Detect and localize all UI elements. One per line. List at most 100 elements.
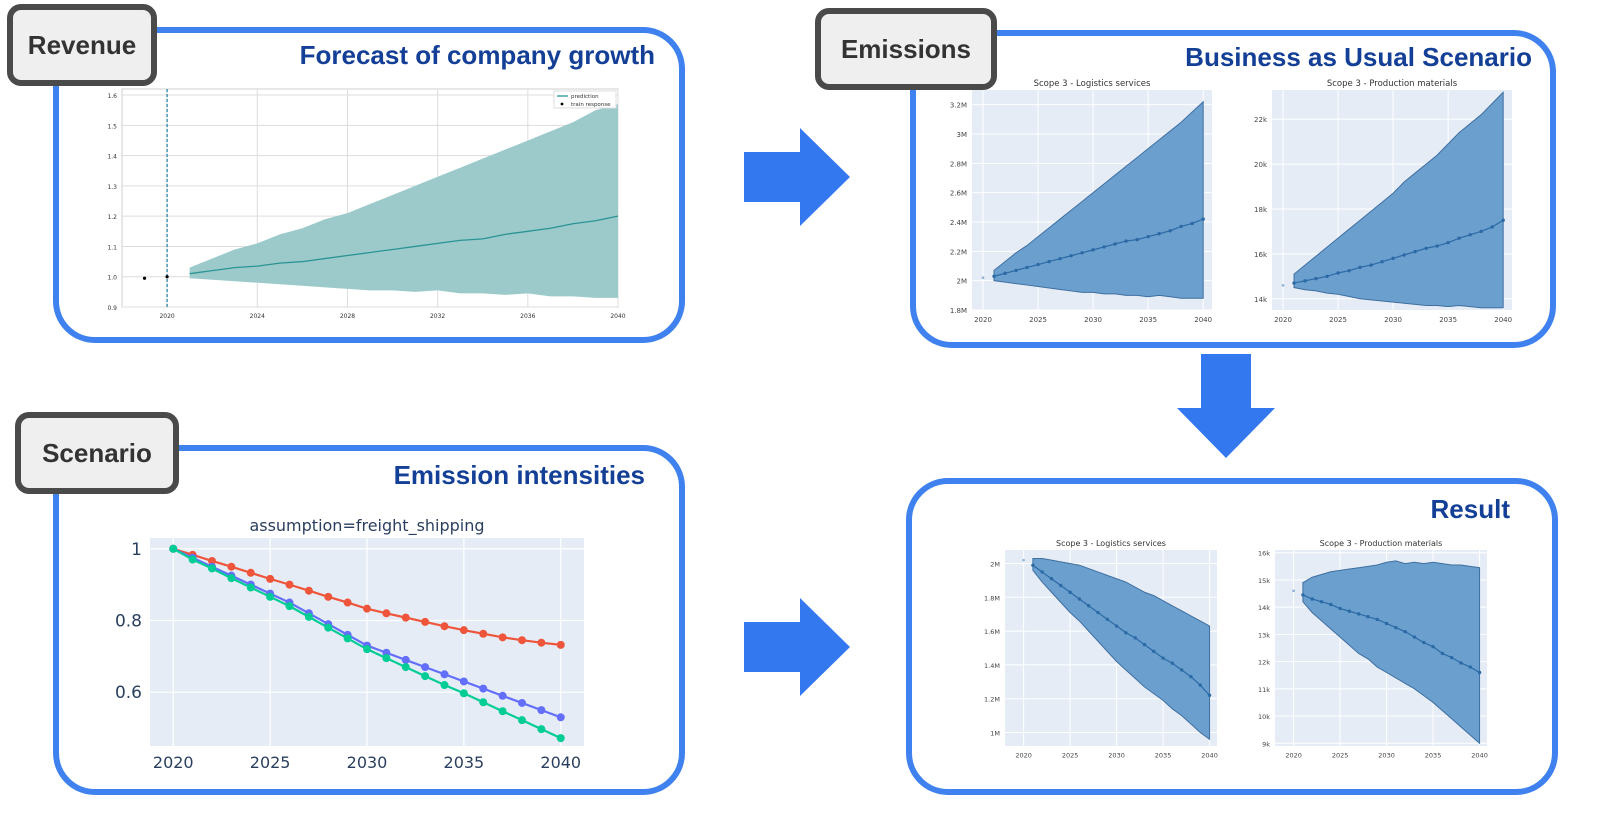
data-point [1319, 600, 1324, 604]
data-point [1077, 597, 1082, 601]
data-point [498, 691, 507, 700]
data-point [440, 670, 449, 679]
data-point [343, 634, 352, 643]
data-point [1413, 249, 1417, 254]
y-tick-label: 1.2 [108, 214, 117, 221]
data-point [1402, 253, 1406, 257]
y-tick-label: 0.6 [115, 683, 142, 703]
y-tick-label: 1 [131, 540, 142, 560]
y-tick-label: 18k [1254, 206, 1268, 214]
confidence-band [1032, 557, 1211, 741]
x-tick-label: 2040 [610, 313, 625, 320]
data-point [1412, 635, 1417, 639]
y-tick-label: 2.6M [950, 190, 967, 198]
data-point [1431, 644, 1435, 649]
data-point [421, 672, 430, 681]
data-point [556, 734, 565, 743]
down-arrow-icon [1177, 354, 1275, 458]
data-point [421, 663, 430, 672]
start-point [1022, 558, 1025, 562]
data-point [382, 654, 391, 663]
data-point [1356, 612, 1361, 616]
data-point [992, 274, 996, 278]
y-tick-label: 0.8 [115, 611, 142, 631]
data-point [1161, 656, 1165, 660]
data-point [537, 638, 546, 647]
data-point [1091, 248, 1095, 252]
x-tick-label: 2030 [347, 753, 388, 772]
data-point [440, 622, 449, 631]
data-point [556, 713, 565, 722]
x-tick-label: 2030 [1378, 752, 1395, 760]
data-point [1369, 263, 1373, 267]
x-tick-label: 2025 [1029, 316, 1047, 324]
start-point [1292, 589, 1295, 593]
x-tick-label: 2020 [153, 753, 194, 772]
x-tick-label: 2040 [1194, 316, 1212, 324]
x-tick-label: 2025 [1062, 752, 1079, 760]
data-point [1477, 670, 1482, 675]
data-point [1380, 260, 1384, 264]
data-point [518, 716, 526, 725]
emissions-tag: Emissions [815, 8, 997, 90]
data-point [1329, 602, 1333, 607]
data-point [1391, 256, 1395, 261]
mean-line [1032, 564, 1211, 696]
bau-production-chart: 14k 16k 18k 20k 22k 2020 2025 2030 2035 2040 Scope… [1254, 79, 1512, 324]
y-tick-label: 0.9 [108, 305, 117, 312]
data-point [285, 602, 294, 611]
y-tick-label: 3M [957, 131, 968, 139]
data-point [1207, 693, 1212, 698]
data-point [1479, 229, 1483, 234]
data-point [1310, 597, 1314, 601]
data-point [401, 613, 410, 622]
y-tick-label: 12k [1258, 659, 1270, 667]
data-point [1457, 236, 1461, 240]
mean-line [189, 215, 619, 275]
data-point [1040, 570, 1044, 574]
data-point [1113, 242, 1117, 246]
result-title: Result [1430, 494, 1510, 524]
legend-swatch [560, 102, 564, 106]
y-tick-label: 10k [1258, 713, 1270, 721]
confidence-band [189, 104, 618, 298]
confidence-band [993, 100, 1204, 299]
data-point [1135, 237, 1139, 242]
data-point [1142, 642, 1147, 647]
y-tick-label: 16k [1254, 251, 1268, 259]
data-point [1168, 229, 1172, 233]
data-point [479, 629, 488, 638]
y-tick-label: 20k [1254, 161, 1268, 169]
data-point [1336, 271, 1340, 275]
y-tick-label: 2.2M [950, 248, 967, 256]
data-point [1047, 259, 1051, 264]
legend-label: prediction [571, 94, 599, 100]
data-point [1375, 617, 1379, 622]
data-point [1086, 604, 1091, 608]
revenue-chart: 0.9 1.0 1.1 1.2 1.3 1.4 1.5 1.6 2020 2024 2028 2032… [108, 88, 626, 320]
data-point [1102, 245, 1106, 249]
result-production-chart: 9k 10k 11k 12k 13k 14k 15k 16k 2020 2025 2030 2035 2… [1258, 539, 1488, 760]
data-point [498, 633, 507, 642]
data-point [459, 677, 468, 686]
data-point [324, 592, 333, 601]
data-point [1080, 251, 1084, 255]
chart-title: Scope 3 - Logistics services [1034, 79, 1151, 89]
data-point [1069, 254, 1073, 258]
scenario-title: Emission intensities [393, 460, 645, 490]
x-tick-label: 2025 [250, 753, 291, 772]
data-point [1179, 224, 1183, 229]
confidence-band [1293, 91, 1504, 309]
y-tick-label: 1.5 [108, 123, 117, 130]
legend: prediction train response [553, 90, 617, 109]
data-point [1157, 232, 1161, 236]
data-point [1133, 636, 1137, 640]
data-point [459, 626, 468, 635]
data-point [343, 598, 352, 607]
data-point [1058, 256, 1062, 261]
x-tick-label: 2020 [1285, 752, 1302, 760]
data-point [1003, 271, 1007, 276]
x-tick-label: 2035 [1425, 752, 1442, 760]
chart-title: assumption=freight_shipping [249, 516, 484, 536]
y-tick-label: 1.2M [984, 696, 1000, 704]
